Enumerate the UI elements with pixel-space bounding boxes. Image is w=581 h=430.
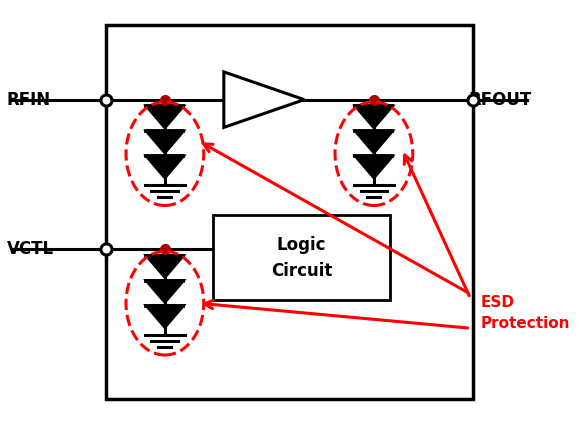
Polygon shape [146, 281, 184, 302]
Polygon shape [356, 156, 392, 178]
Bar [213, 215, 390, 301]
Polygon shape [224, 72, 304, 127]
Text: Logic: Logic [277, 236, 327, 254]
Text: Circuit: Circuit [271, 261, 332, 280]
Polygon shape [146, 156, 184, 178]
Polygon shape [356, 131, 392, 153]
Polygon shape [146, 106, 184, 128]
Polygon shape [146, 131, 184, 153]
Text: Protection: Protection [481, 316, 571, 332]
Bar [106, 25, 473, 399]
Polygon shape [356, 106, 392, 128]
Polygon shape [146, 306, 184, 327]
Text: ESD: ESD [481, 295, 515, 310]
Text: VCTL: VCTL [7, 240, 54, 258]
Polygon shape [146, 255, 184, 277]
Text: RFIN: RFIN [7, 91, 51, 109]
Text: RFOUT: RFOUT [469, 91, 532, 109]
